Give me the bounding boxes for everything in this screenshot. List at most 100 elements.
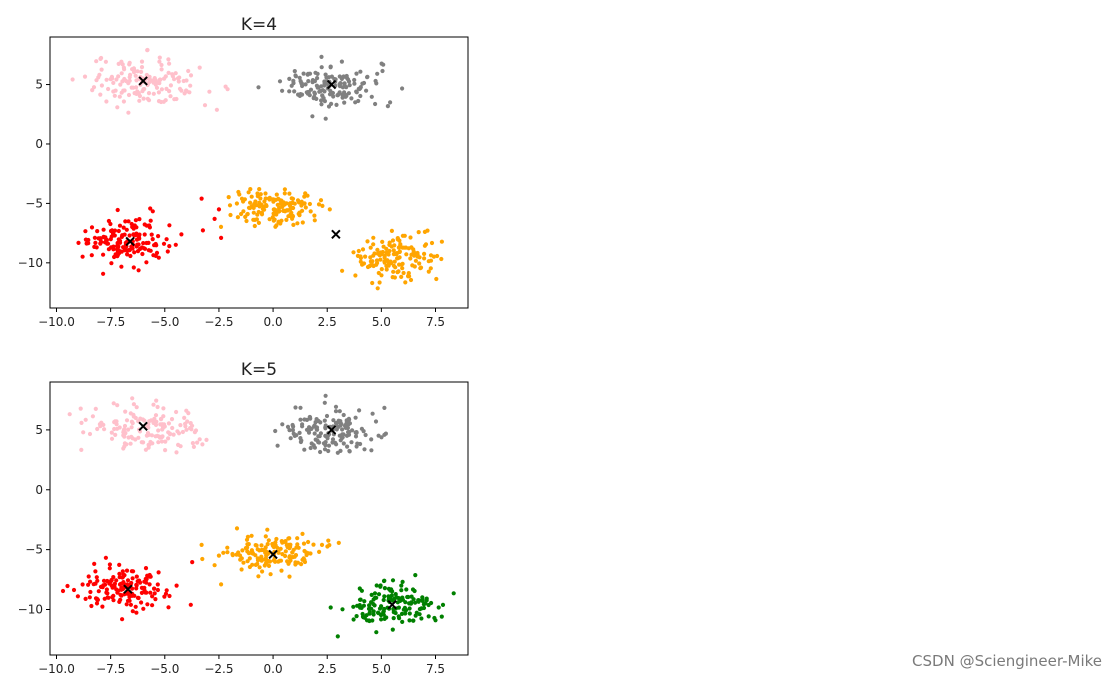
data-point <box>216 553 222 558</box>
data-point <box>328 65 333 70</box>
data-point <box>331 94 336 99</box>
data-point <box>335 450 340 455</box>
data-point <box>380 68 385 74</box>
data-point <box>314 83 319 88</box>
data-point <box>333 409 339 414</box>
data-point <box>145 425 150 430</box>
data-point <box>193 428 199 433</box>
data-point <box>390 578 396 583</box>
data-point <box>262 563 267 568</box>
data-point <box>426 614 431 619</box>
data-point <box>380 239 385 244</box>
data-point <box>358 86 363 91</box>
data-point <box>439 614 444 619</box>
data-point <box>367 264 372 269</box>
data-point <box>111 598 116 603</box>
data-point <box>407 606 412 611</box>
data-point <box>235 215 240 220</box>
data-point <box>111 575 116 580</box>
data-point <box>295 536 300 541</box>
data-point <box>148 218 153 223</box>
data-point <box>421 602 426 607</box>
data-point <box>157 77 163 82</box>
data-point <box>337 74 342 79</box>
data-point <box>119 593 124 598</box>
data-point <box>148 248 153 253</box>
data-point <box>91 582 96 587</box>
data-point <box>362 447 367 452</box>
data-point <box>90 414 95 419</box>
data-point <box>252 223 257 229</box>
data-point <box>129 580 134 586</box>
data-point <box>163 439 168 444</box>
data-point <box>122 573 127 578</box>
data-point <box>167 223 172 228</box>
data-point <box>341 412 346 418</box>
data-point <box>104 587 109 592</box>
data-point <box>399 274 404 279</box>
data-point <box>200 556 205 562</box>
data-point <box>89 603 94 609</box>
data-point <box>439 239 444 244</box>
data-point <box>134 610 139 615</box>
data-point <box>291 222 296 227</box>
data-point <box>163 448 168 453</box>
data-point <box>101 234 106 239</box>
data-point <box>134 586 139 591</box>
data-point <box>182 91 187 96</box>
x-tick-label: 7.5 <box>426 662 445 676</box>
data-point <box>168 94 173 99</box>
data-point <box>288 544 293 550</box>
data-point <box>157 59 162 64</box>
data-point <box>401 270 406 276</box>
data-point <box>110 76 115 81</box>
data-point <box>279 568 284 573</box>
chart-title: K=4 <box>241 15 277 35</box>
data-point <box>435 253 440 259</box>
data-point <box>87 431 93 437</box>
data-point <box>424 598 429 603</box>
data-point <box>340 268 345 273</box>
data-point <box>200 442 205 447</box>
data-point <box>250 562 255 567</box>
x-tick-label: 7.5 <box>426 315 445 329</box>
data-point <box>374 630 379 635</box>
data-point <box>287 89 292 94</box>
data-point <box>386 586 391 592</box>
data-point <box>240 548 245 553</box>
data-point <box>140 251 145 257</box>
data-point <box>241 560 246 565</box>
data-point <box>84 241 89 246</box>
data-point <box>164 237 169 242</box>
data-point <box>388 596 393 601</box>
data-point <box>262 199 267 204</box>
data-point <box>400 579 405 585</box>
data-point <box>157 55 162 60</box>
data-point <box>436 605 441 610</box>
data-point <box>113 432 118 437</box>
data-point <box>247 556 252 561</box>
data-point <box>263 534 268 539</box>
data-point <box>297 75 302 80</box>
data-point <box>83 237 88 242</box>
data-point <box>146 91 152 96</box>
data-point <box>271 211 276 216</box>
data-point <box>344 433 350 438</box>
data-point <box>382 405 387 410</box>
data-point <box>320 203 325 208</box>
data-point <box>248 200 253 205</box>
data-point <box>412 588 417 594</box>
centroid-marker <box>125 236 135 247</box>
data-point <box>111 401 116 406</box>
data-point <box>304 417 310 422</box>
data-point <box>377 280 382 285</box>
data-point <box>360 81 365 86</box>
data-point <box>154 243 159 248</box>
data-point <box>112 93 117 98</box>
data-point <box>120 233 125 238</box>
data-point <box>105 595 110 600</box>
data-point <box>394 252 399 257</box>
centroid-marker <box>326 79 337 90</box>
data-point <box>397 255 402 260</box>
data-point <box>307 425 312 430</box>
